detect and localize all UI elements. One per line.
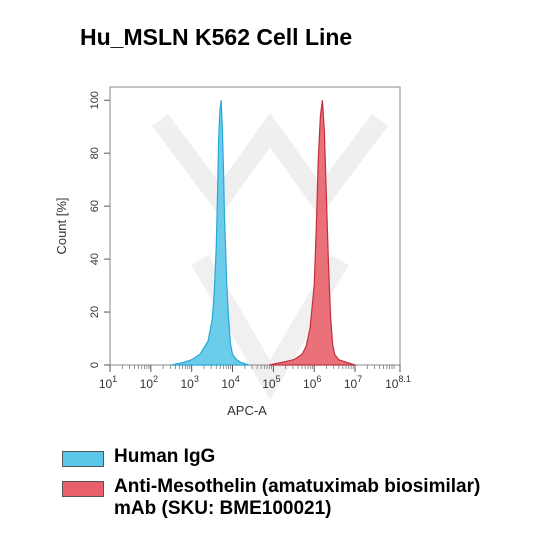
y-axis-label: Count [%] bbox=[54, 197, 69, 254]
chart-title: Hu_MSLN K562 Cell Line bbox=[80, 24, 353, 50]
y-tick-label: 0 bbox=[89, 362, 101, 368]
x-tick-label: 102 bbox=[140, 374, 158, 391]
x-tick-label: 104 bbox=[221, 374, 239, 391]
legend-swatch-human-igg bbox=[62, 451, 104, 467]
series-0-histogram bbox=[171, 100, 250, 366]
x-axis-label: APC-A bbox=[227, 403, 267, 418]
x-tick-label: 108.1 bbox=[385, 374, 411, 391]
y-tick-label: 20 bbox=[89, 306, 101, 318]
series-1-histogram bbox=[269, 100, 356, 366]
x-tick-label: 106 bbox=[303, 374, 321, 391]
plot-area: 0 20 40 60 80 100 101 102 103 104 105 106 107 108.1 AP… bbox=[54, 86, 411, 418]
y-tick-label: 100 bbox=[89, 91, 101, 109]
x-tick-label: 101 bbox=[99, 374, 117, 391]
y-tick-label: 60 bbox=[89, 200, 101, 212]
legend-label-human-igg: Human IgG bbox=[114, 446, 216, 467]
x-tick-label: 107 bbox=[344, 374, 362, 391]
legend-label-anti-mesothelin: Anti-Mesothelin (amatuximab biosimilar) … bbox=[114, 476, 481, 519]
x-tick-label: 105 bbox=[262, 374, 280, 391]
legend-swatch-anti-mesothelin bbox=[62, 481, 104, 497]
x-tick-label: 103 bbox=[181, 374, 199, 391]
y-tick-label: 80 bbox=[89, 147, 101, 159]
plot-frame bbox=[109, 86, 401, 366]
y-tick-label: 40 bbox=[89, 253, 101, 265]
watermark-logo bbox=[152, 112, 388, 400]
histogram-chart: 0 20 40 60 80 100 101 102 103 104 105 106 107 108.1 AP… bbox=[54, 86, 411, 418]
